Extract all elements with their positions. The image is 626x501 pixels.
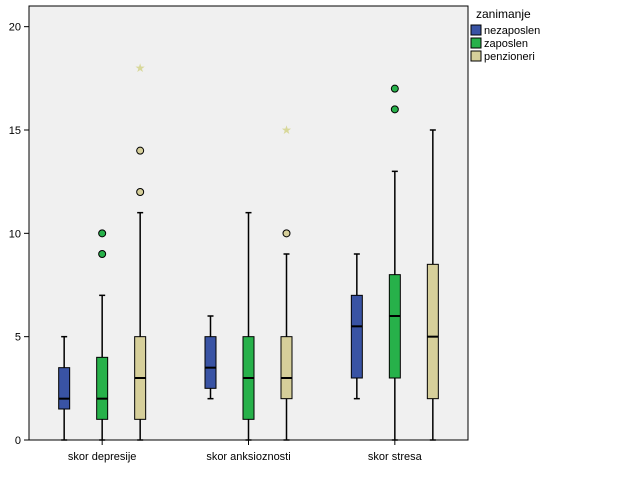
- extreme-point: ★: [281, 123, 292, 137]
- box-penzioneri-1: ★: [280, 123, 293, 441]
- outlier-point: [282, 229, 291, 238]
- box-iqr: [426, 263, 439, 400]
- box-nezaposlen-1: [204, 315, 217, 400]
- x-tick-label: skor anksioznosti: [206, 451, 290, 463]
- x-tick-label: skor stresa: [368, 451, 423, 463]
- box-iqr: [280, 336, 293, 400]
- box-penzioneri-0: ★: [134, 61, 147, 441]
- legend-label-nezaposlen: nezaposlen: [484, 25, 540, 37]
- outlier-point: [98, 250, 107, 258]
- box-nezaposlen-2: [350, 253, 363, 400]
- legend-swatch-nezaposlen: [470, 24, 482, 36]
- outlier-point: [390, 84, 399, 93]
- box-nezaposlen-0: [58, 335, 71, 441]
- y-tick-label: 15: [9, 125, 21, 137]
- box-iqr: [96, 356, 109, 420]
- box-iqr: [388, 274, 401, 379]
- legend-swatch-zaposlen: [470, 37, 482, 49]
- y-tick-label: 0: [15, 435, 21, 447]
- box-iqr: [58, 367, 71, 410]
- x-axis: skor depresije skor anksioznosti skor stre…: [68, 440, 423, 463]
- outlier-point: [136, 146, 145, 155]
- y-tick-label: 20: [9, 22, 21, 34]
- legend-swatch-penzioneri: [470, 50, 482, 62]
- box-penzioneri-2: [426, 129, 439, 441]
- box-group: ★★: [58, 61, 439, 441]
- box-iqr: [350, 294, 363, 379]
- y-tick-label: 5: [15, 332, 21, 344]
- extreme-point: ★: [135, 61, 146, 75]
- outlier-point: [98, 229, 107, 238]
- box-zaposlen-0: [96, 229, 109, 441]
- outlier-point: [136, 188, 145, 196]
- legend-label-zaposlen: zaposlen: [484, 38, 528, 50]
- legend-title: zanimanje: [476, 7, 531, 21]
- box-zaposlen-2: [388, 84, 401, 441]
- legend-label-penzioneri: penzioneri: [484, 51, 535, 63]
- box-zaposlen-1: [242, 211, 255, 441]
- box-iqr: [204, 336, 217, 389]
- x-tick-label: skor depresije: [68, 451, 136, 463]
- outlier-point: [390, 105, 399, 114]
- y-tick-label: 10: [9, 228, 21, 240]
- y-axis: 0 5 10 15 20: [9, 22, 29, 447]
